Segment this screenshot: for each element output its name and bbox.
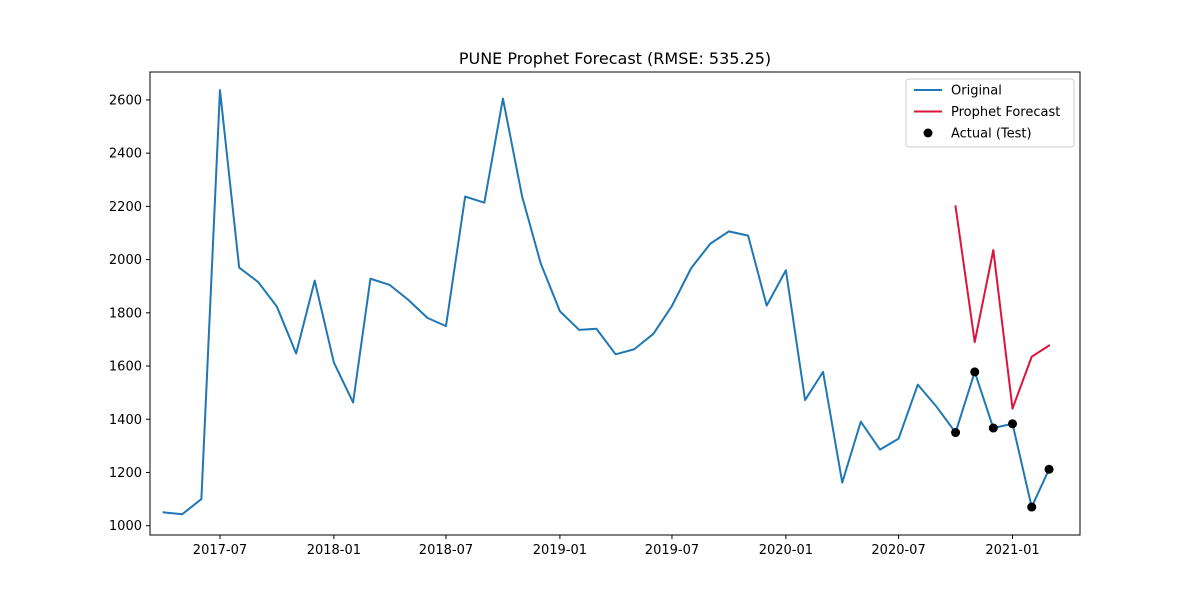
y-tick-label: 2600: [109, 93, 142, 108]
y-tick-label: 2000: [109, 253, 142, 268]
legend-box: [905, 78, 1075, 148]
y-tick-label: 2200: [109, 200, 142, 215]
data-point-actual-test: [1027, 502, 1037, 512]
plot-area: 1000 1200 1400 1600 1800 2000 2200 2400 2600 2017…: [109, 71, 1081, 558]
data-point-actual-test: [951, 428, 961, 438]
y-tick-label: 2400: [109, 147, 142, 162]
y-tick-label: 1800: [109, 306, 142, 321]
legend-label-original: Original: [951, 84, 1002, 99]
legend-label-prophet-forecast: Prophet Forecast: [951, 105, 1060, 120]
data-point-actual-test: [1044, 464, 1054, 474]
x-tick-label: 2020-07: [871, 543, 925, 558]
x-tick-label: 2021-01: [985, 543, 1039, 558]
x-tick-label: 2018-07: [419, 543, 473, 558]
x-tick-label: 2020-01: [759, 543, 813, 558]
data-point-actual-test: [970, 367, 980, 377]
chart-title: PUNE Prophet Forecast (RMSE: 535.25): [459, 49, 771, 68]
x-tick-label: 2018-01: [307, 543, 361, 558]
x-tick-label: 2017-07: [193, 543, 247, 558]
axes-frame: [149, 71, 1081, 536]
y-tick-label: 1000: [109, 519, 142, 534]
data-point-actual-test: [988, 423, 998, 433]
series-line-prophet-forecast: [954, 205, 1051, 410]
x-tick-label: 2019-07: [645, 543, 699, 558]
legend-swatch-actual-test: [923, 128, 933, 138]
x-tick-label: 2019-01: [533, 543, 587, 558]
y-tick-label: 1400: [109, 413, 142, 428]
y-tick-label: 1600: [109, 360, 142, 375]
legend-label-actual-test: Actual (Test): [951, 127, 1032, 142]
data-point-actual-test: [1008, 419, 1018, 429]
series-line-original: [162, 89, 1051, 516]
legend: Original Prophet Forecast Actual (Test): [905, 78, 1075, 148]
y-tick-label: 1200: [109, 466, 142, 481]
